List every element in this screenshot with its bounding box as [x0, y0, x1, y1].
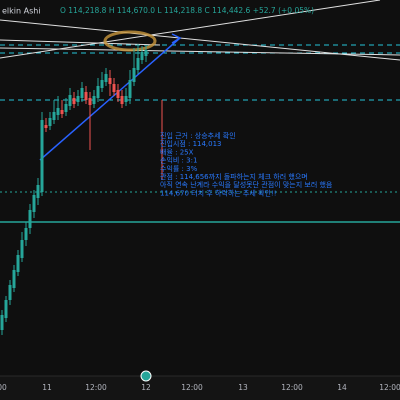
- trend-line: [39, 37, 181, 161]
- time-label: 11: [42, 383, 52, 392]
- candle-body: [132, 68, 136, 82]
- candle-body: [24, 228, 28, 240]
- candle-body: [76, 96, 80, 102]
- candle-body: [144, 50, 148, 56]
- time-label: 12:00: [379, 383, 400, 392]
- candle-body: [12, 270, 16, 288]
- note-line: 손익비 : 3:1: [160, 156, 197, 165]
- candle-body: [100, 80, 104, 88]
- candle-body: [104, 74, 108, 82]
- candle-body: [120, 96, 124, 104]
- candle-body: [0, 315, 4, 330]
- candle-body: [92, 96, 96, 104]
- candle-body: [28, 210, 32, 228]
- note-line: 진입 근거 : 상승추세 확인: [160, 131, 236, 140]
- note-line: 배율 : 25X: [160, 147, 194, 156]
- candle-body: [136, 58, 140, 70]
- trend-line: [0, 0, 381, 59]
- candle-body: [140, 52, 144, 60]
- candle-body: [68, 95, 72, 106]
- candle-body: [116, 90, 120, 98]
- candle-body: [44, 125, 48, 128]
- candle-body: [84, 92, 88, 100]
- candle-body: [40, 120, 44, 192]
- time-label: 12: [141, 383, 151, 392]
- time-label: 14: [337, 383, 347, 392]
- note-line: 114,670 터치 후 하락하는 추세 확인!!: [160, 188, 277, 197]
- trend-line: [0, 39, 161, 46]
- candle-body: [96, 86, 100, 98]
- time-label: 12:00: [181, 383, 203, 392]
- trend-line: [0, 47, 400, 56]
- candle-body: [80, 88, 84, 98]
- candle-body: [20, 240, 24, 258]
- candle-body: [124, 96, 128, 102]
- candle-body: [32, 195, 36, 212]
- symbol: elkin Ashi: [2, 7, 41, 16]
- time-label: 12:00: [85, 383, 107, 392]
- candle-body: [56, 108, 60, 115]
- time-label: 13: [238, 383, 248, 392]
- candle-body: [52, 112, 56, 120]
- ohlc: O 114,218.8 H 114,670.0 L 114,218.8 C 11…: [60, 6, 314, 15]
- candle-body: [72, 98, 76, 104]
- candle-body: [8, 285, 12, 300]
- note-line: 관점 : 114,656까지 돌파하는지 체크 하러 했으며: [160, 172, 308, 181]
- candle-body: [112, 84, 116, 92]
- candle-body: [128, 80, 132, 98]
- highlight-ellipse: [103, 30, 157, 52]
- candle-body: [60, 110, 64, 114]
- arrow-head: [171, 33, 182, 44]
- candle-body: [64, 104, 68, 112]
- candle-body: [88, 98, 92, 105]
- candle-body: [16, 255, 20, 272]
- candle-body: [48, 118, 52, 126]
- note-line: 진입시점 : 114,013: [160, 139, 222, 148]
- note-line: 아직 연속 난계라 수익을 달성못단 관점이 맞는지 보러 했음: [160, 180, 333, 189]
- time-label: 12:00: [281, 383, 303, 392]
- time-label: 00: [0, 383, 7, 392]
- marker-icon: [140, 370, 152, 382]
- candle-body: [4, 300, 8, 318]
- time-axis: 00 11 12:00 12 12:00 13 12:00 14 12:00: [0, 383, 400, 392]
- time-axis-bar: [0, 376, 400, 400]
- candle-body: [108, 78, 112, 84]
- candles: [0, 44, 163, 335]
- candle-body: [36, 185, 40, 198]
- note-line: 수익률 : 3%: [160, 165, 198, 173]
